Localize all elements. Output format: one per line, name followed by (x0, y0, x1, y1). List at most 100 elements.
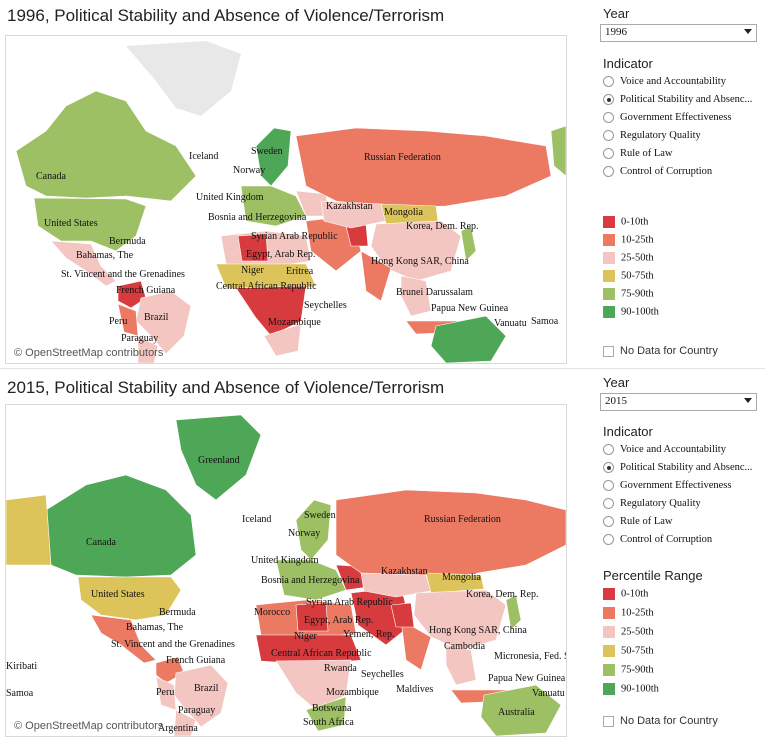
map-label: Mongolia (442, 572, 481, 583)
country-alaska[interactable] (550, 125, 566, 177)
panel-2015: 2015, Political Stability and Absence of… (0, 370, 765, 742)
radio-icon[interactable] (603, 534, 614, 546)
radio-selected-icon[interactable] (603, 94, 614, 106)
indicator-option[interactable]: Government Effectiveness (603, 480, 763, 496)
radio-icon[interactable] (603, 480, 614, 492)
year-dropdown[interactable]: 1996 (600, 24, 757, 42)
country-japan[interactable] (505, 594, 522, 631)
legend-no-data[interactable]: No Data for Country (603, 715, 718, 729)
radio-icon[interactable] (603, 444, 614, 456)
radio-icon[interactable] (603, 112, 614, 124)
checkbox-icon[interactable] (603, 345, 614, 357)
country-scandinavia[interactable] (255, 127, 292, 187)
country-kazakhstan[interactable] (320, 200, 387, 229)
indicator-option[interactable]: Government Effectiveness (603, 112, 763, 128)
country-southeast-asia[interactable] (445, 644, 477, 686)
legend-item[interactable]: 0-10th (603, 588, 648, 602)
map-label: Vanuatu (532, 688, 565, 699)
country-australia[interactable] (430, 315, 507, 363)
country-pakistan[interactable] (390, 602, 415, 628)
indicator-option-selected[interactable]: Political Stability and Absenc... (603, 94, 763, 110)
radio-icon[interactable] (603, 516, 614, 528)
world-map[interactable]: Greenland Canada United States Bermuda B… (6, 405, 566, 736)
radio-icon[interactable] (603, 166, 614, 178)
indicator-option[interactable]: Regulatory Quality (603, 498, 763, 514)
country-australia[interactable] (480, 684, 562, 736)
country-argentina[interactable] (173, 709, 197, 736)
checkbox-icon[interactable] (603, 715, 614, 727)
map-view[interactable]: Canada United States Bermuda Bahamas, Th… (5, 35, 567, 364)
map-label: Paraguay (178, 705, 215, 716)
map-label: Mozambique (326, 687, 379, 698)
legend-item[interactable]: 10-25th (603, 234, 654, 248)
country-kazakhstan[interactable] (360, 572, 432, 598)
legend-item[interactable]: 50-75th (603, 270, 654, 284)
country-brazil[interactable] (173, 664, 229, 728)
indicator-option-selected[interactable]: Political Stability and Absenc... (603, 462, 763, 478)
legend-item[interactable]: 50-75th (603, 645, 654, 659)
radio-icon[interactable] (603, 148, 614, 160)
indicator-option[interactable]: Voice and Accountability (603, 76, 763, 92)
country-libya[interactable] (295, 602, 329, 632)
legend-item[interactable]: 75-90th (603, 288, 654, 302)
legend-item[interactable]: 90-100th (603, 306, 659, 320)
country-india[interactable] (360, 250, 392, 302)
indicator-option[interactable]: Voice and Accountability (603, 444, 763, 460)
country-russian-federation[interactable] (295, 127, 552, 209)
country-central-africa[interactable] (235, 285, 307, 337)
country-southern-africa[interactable] (305, 696, 347, 732)
indicator-option[interactable]: Rule of Law (603, 148, 763, 164)
country-mongolia[interactable] (425, 572, 485, 594)
map-label: Canada (36, 171, 67, 182)
indicator-option[interactable]: Regulatory Quality (603, 130, 763, 146)
radio-icon[interactable] (603, 498, 614, 510)
country-india[interactable] (400, 619, 432, 671)
country-japan[interactable] (460, 225, 477, 262)
map-label: Mongolia (384, 207, 423, 218)
swatch-icon (603, 607, 615, 619)
map-label: Bahamas, The (126, 622, 184, 633)
map-credit[interactable]: © OpenStreetMap contributors (14, 347, 164, 359)
country-russian-federation[interactable] (335, 489, 566, 578)
legend-no-data[interactable]: No Data for Country (603, 345, 718, 359)
legend-item[interactable]: 75-90th (603, 664, 654, 678)
legend-item[interactable]: 10-25th (603, 607, 654, 621)
country-mexico[interactable] (90, 614, 157, 664)
country-brazil[interactable] (135, 290, 192, 355)
country-greenland[interactable] (126, 41, 241, 116)
map-label: South Africa (303, 717, 354, 728)
country-scandinavia[interactable] (295, 499, 332, 561)
country-southeast-asia[interactable] (400, 275, 432, 317)
country-greenland[interactable] (175, 414, 262, 501)
country-argentina[interactable] (137, 335, 159, 363)
legend-item[interactable]: 0-10th (603, 216, 648, 230)
map-label: Greenland (198, 455, 240, 466)
country-colombia[interactable] (117, 280, 147, 309)
indicator-option[interactable]: Control of Corruption (603, 166, 763, 182)
country-algeria[interactable] (237, 233, 269, 262)
country-mexico[interactable] (50, 240, 117, 287)
country-alaska[interactable] (6, 494, 52, 566)
legend-item[interactable]: 25-50th (603, 252, 654, 266)
radio-selected-icon[interactable] (603, 462, 614, 474)
legend-item[interactable]: 25-50th (603, 626, 654, 640)
world-map[interactable]: Canada United States Bermuda Bahamas, Th… (6, 36, 566, 363)
radio-icon[interactable] (603, 130, 614, 142)
map-credit[interactable]: © OpenStreetMap contributors (14, 720, 164, 732)
legend-item[interactable]: 90-100th (603, 683, 659, 697)
country-china[interactable] (370, 220, 462, 282)
year-dropdown[interactable]: 2015 (600, 393, 757, 411)
indicator-option[interactable]: Control of Corruption (603, 534, 763, 550)
radio-icon[interactable] (603, 76, 614, 88)
country-united-states[interactable] (33, 197, 147, 252)
map-view[interactable]: Greenland Canada United States Bermuda B… (5, 404, 567, 737)
country-canada[interactable] (45, 474, 197, 578)
indicator-option[interactable]: Rule of Law (603, 516, 763, 532)
country-united-states[interactable] (77, 576, 182, 621)
country-china[interactable] (413, 589, 507, 651)
map-label: Bahamas, The (76, 250, 134, 261)
country-southern-africa[interactable] (263, 323, 302, 357)
map-label: Korea, Dem. Rep. (466, 589, 538, 600)
map-label: Bermuda (159, 607, 196, 618)
country-canada[interactable] (15, 90, 197, 202)
